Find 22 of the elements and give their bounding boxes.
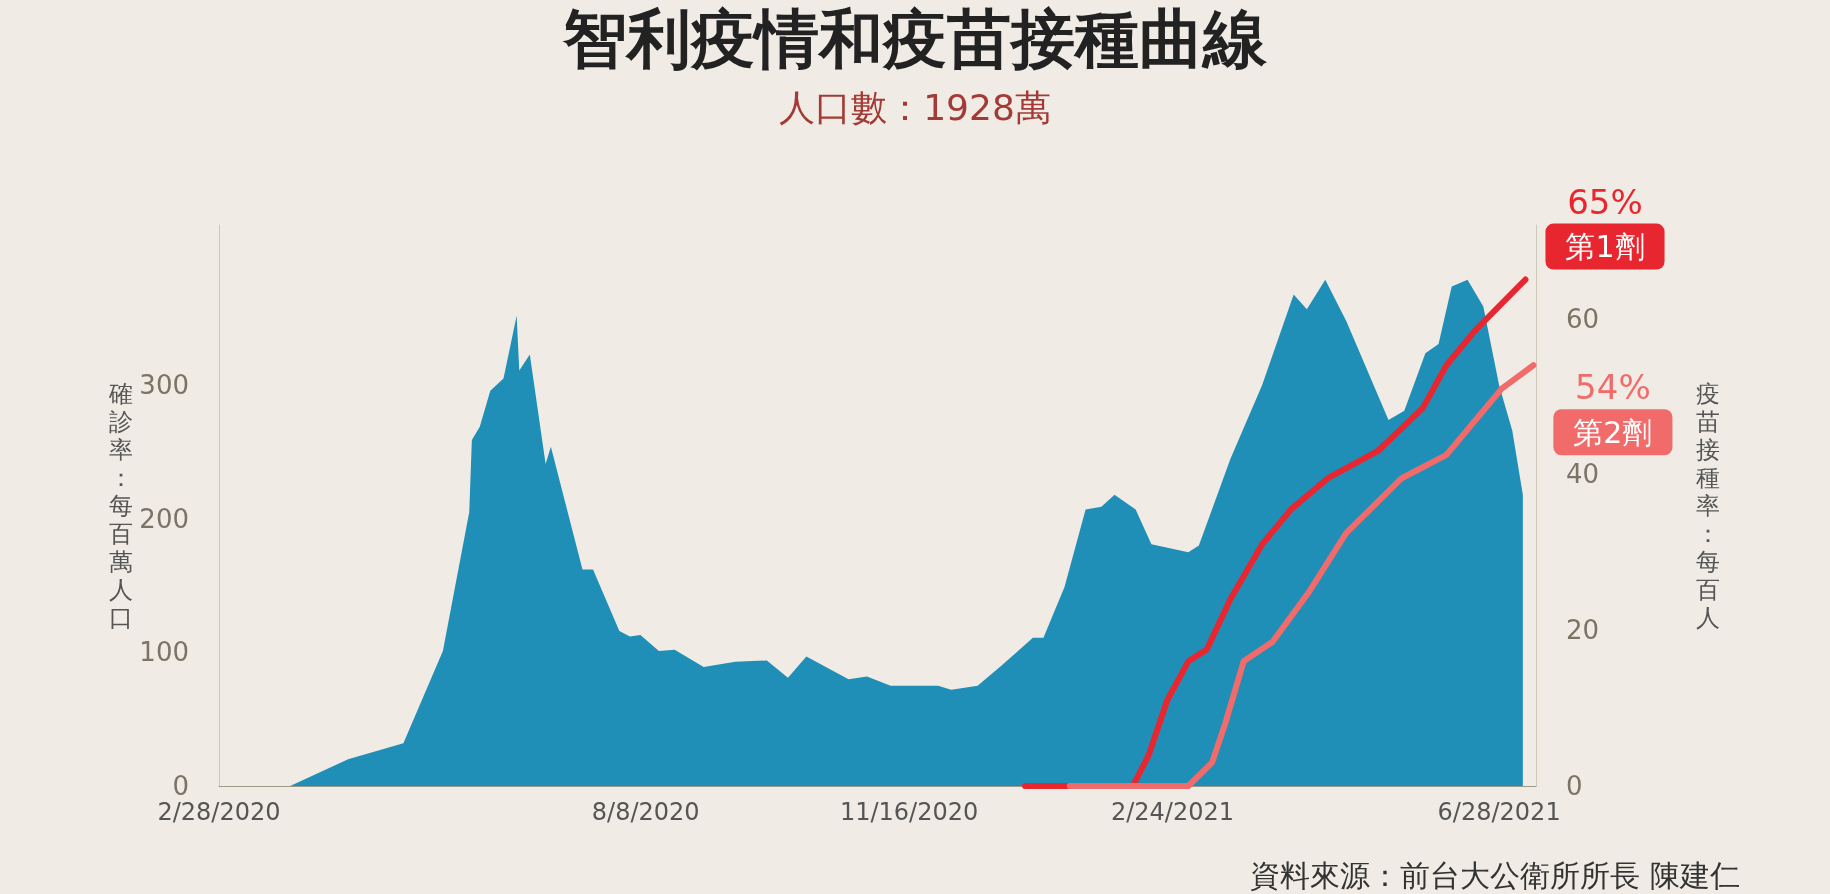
y-tick-label: 200: [139, 503, 189, 534]
y-tick-label: 100: [139, 637, 189, 668]
y2-tick-label: 40: [1566, 459, 1600, 490]
text: 確診率：每百萬人口: [109, 379, 134, 632]
y-tick-label: 300: [139, 370, 189, 401]
text: 第2劑: [1573, 414, 1653, 450]
y2-tick-label: 0: [1566, 771, 1583, 801]
chart-subtitle: 人口數：1928萬: [779, 86, 1051, 128]
y2-tick-label: 60: [1566, 303, 1600, 334]
x-tick-label: 2/28/2020: [157, 798, 281, 826]
x-tick-label: 11/16/2020: [839, 798, 979, 826]
y2-tick-label: 20: [1566, 615, 1600, 646]
x-tick-label: 8/8/2020: [591, 798, 700, 826]
source-note: 資料來源：前台大公衛所所長 陳建仁: [1250, 857, 1741, 893]
x-tick-label: 6/28/2021: [1437, 798, 1561, 826]
data-label: 65%: [1567, 181, 1643, 222]
data-label: 54%: [1575, 367, 1651, 408]
text: 疫苗接種率：每百人: [1696, 379, 1720, 632]
chart-title: 智利疫情和疫苗接種曲線: [562, 2, 1268, 76]
x-tick-label: 2/24/2021: [1110, 798, 1235, 826]
series-label: 第1劑: [1565, 229, 1645, 265]
y-tick-label: 0: [172, 771, 189, 801]
